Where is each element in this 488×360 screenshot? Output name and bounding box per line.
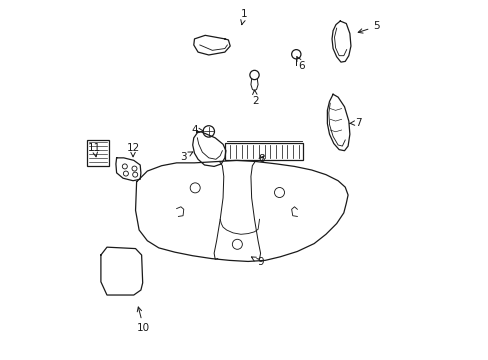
Text: 5: 5 [358,21,379,33]
Text: 11: 11 [88,143,101,157]
Text: 7: 7 [349,118,362,128]
Bar [87,140,108,166]
Bar [224,143,303,160]
Text: 8: 8 [258,154,264,163]
Text: 3: 3 [180,152,192,162]
Text: 9: 9 [251,257,264,267]
Text: 2: 2 [251,90,258,107]
Text: 6: 6 [296,57,305,71]
Text: 12: 12 [126,143,140,157]
Text: 4: 4 [191,125,203,135]
Text: 10: 10 [137,307,150,333]
Text: 1: 1 [240,9,247,24]
